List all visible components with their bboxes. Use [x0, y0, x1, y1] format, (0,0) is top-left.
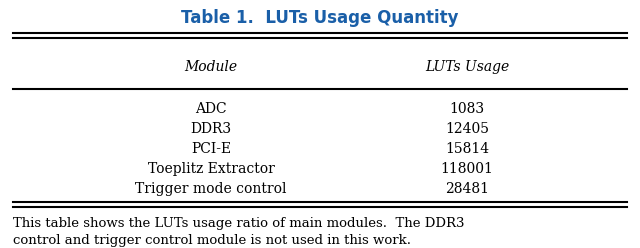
Text: 28481: 28481: [445, 182, 489, 196]
Text: ADC: ADC: [195, 102, 227, 116]
Text: Module: Module: [184, 60, 238, 74]
Text: 118001: 118001: [441, 162, 493, 176]
Text: Toeplitz Extractor: Toeplitz Extractor: [148, 162, 275, 176]
Text: This table shows the LUTs usage ratio of main modules.  The DDR3: This table shows the LUTs usage ratio of…: [13, 217, 464, 230]
Text: PCI-E: PCI-E: [191, 142, 231, 156]
Text: 15814: 15814: [445, 142, 489, 156]
Text: Table 1.  LUTs Usage Quantity: Table 1. LUTs Usage Quantity: [181, 9, 459, 27]
Text: 12405: 12405: [445, 122, 489, 136]
Text: DDR3: DDR3: [191, 122, 232, 136]
Text: control and trigger control module is not used in this work.: control and trigger control module is no…: [13, 234, 411, 247]
Text: LUTs Usage: LUTs Usage: [425, 60, 509, 74]
Text: 1083: 1083: [450, 102, 484, 116]
Text: Trigger mode control: Trigger mode control: [136, 182, 287, 196]
